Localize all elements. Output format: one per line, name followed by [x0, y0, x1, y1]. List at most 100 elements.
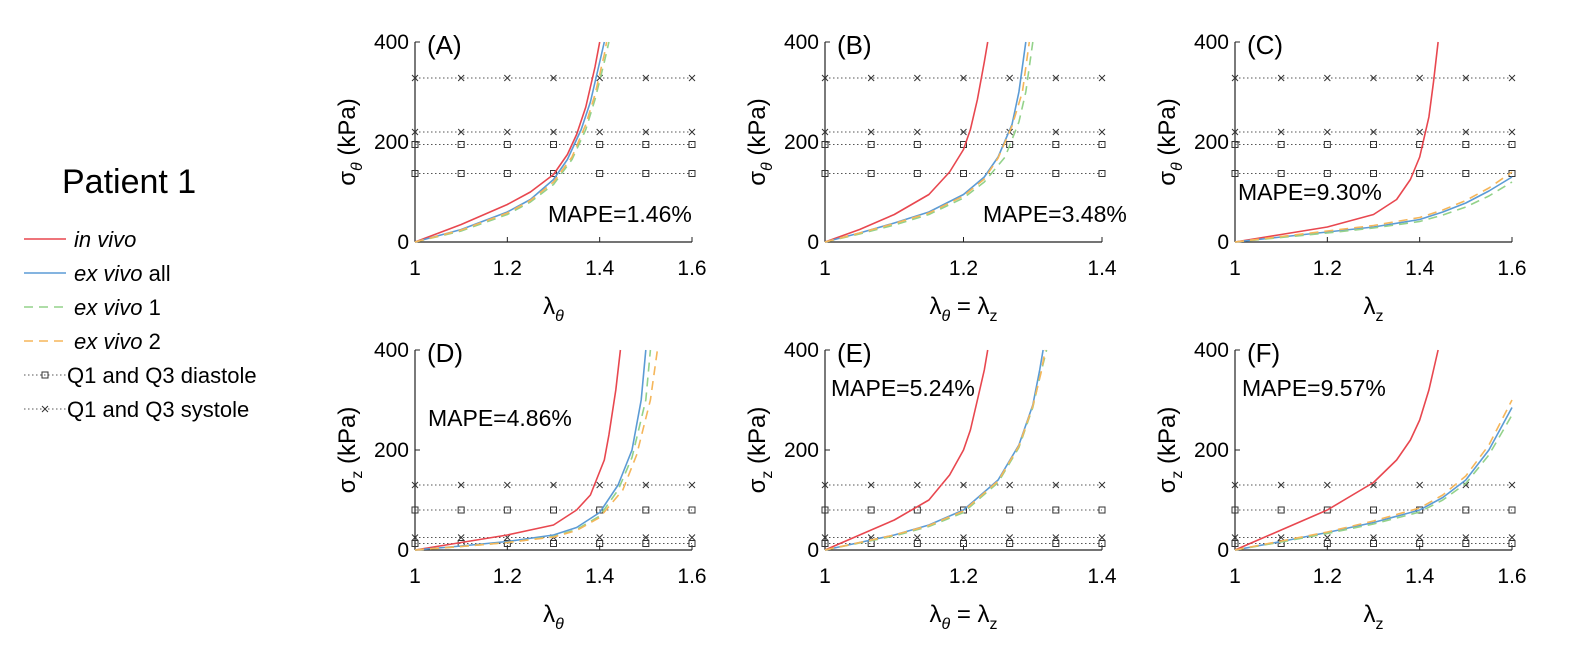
legend-label: in vivo — [74, 227, 136, 252]
systole-ref-marker — [550, 74, 557, 82]
diastole-ref-marker — [596, 170, 604, 177]
y-tick-label: 400 — [784, 339, 819, 362]
y-tick-label: 0 — [1217, 231, 1229, 254]
systole-ref-marker — [1416, 481, 1424, 489]
systole-ref-marker — [1231, 128, 1239, 136]
systole-ref-marker — [457, 74, 465, 82]
y-label-subscript: z — [349, 471, 366, 479]
x-tick-label: 1 — [819, 257, 831, 280]
diastole-ref-marker — [550, 540, 557, 547]
legend-entry-invivo: in vivo — [24, 227, 136, 252]
y-tick-label: 200 — [374, 131, 409, 154]
x-tick-label: 1 — [409, 565, 421, 588]
y-label-unit: (kPa) — [1154, 407, 1181, 471]
x-tick-label: 1.4 — [1087, 565, 1117, 588]
legend-label-italic: ex vivo — [74, 261, 142, 286]
chart-panel-3: 0 200 400 1 1.2 1.4 1.6 (C) MAPE=9.30% λz σθ (kPa) — [1154, 30, 1527, 325]
diastole-ref-marker — [550, 141, 557, 148]
legend-label-text: Q1 and Q3 systole — [67, 397, 249, 422]
x-tick-label: 1.4 — [1087, 257, 1117, 280]
diastole-ref-marker — [1052, 170, 1060, 177]
x-label-subscript: θ — [941, 308, 950, 325]
mape-annotation: MAPE=5.24% — [831, 375, 975, 401]
panel-label: (F) — [1247, 338, 1280, 368]
x-label-subscript: θ — [941, 616, 950, 633]
diastole-ref-marker — [1370, 506, 1377, 514]
systole-ref-marker — [1416, 128, 1424, 136]
diastole-ref-marker — [1006, 506, 1014, 514]
legend-entry-ex1: ex vivo 1 — [24, 295, 161, 320]
systole-ref-marker — [411, 481, 419, 489]
mape-annotation: MAPE=1.46% — [548, 201, 692, 227]
x-tick-label: 1.2 — [1313, 565, 1342, 588]
series-line-exall — [414, 349, 647, 551]
systole-ref-marker — [960, 128, 967, 136]
systole-ref-marker — [457, 128, 465, 136]
diastole-ref-marker — [503, 170, 511, 177]
x-tick-label: 1.4 — [1405, 565, 1435, 588]
systole-ref-marker — [1006, 74, 1014, 82]
diastole-ref-marker — [457, 506, 465, 514]
y-tick-label: 0 — [807, 231, 819, 254]
diastole-ref-marker — [1370, 141, 1377, 148]
series-line-ex1 — [414, 349, 652, 551]
systole-ref-marker — [457, 534, 465, 541]
y-axis-label: σθ (kPa) — [334, 98, 366, 186]
x-tick-label: 1.4 — [585, 257, 615, 280]
systole-ref-marker — [1508, 534, 1516, 541]
y-label-subscript: z — [759, 471, 776, 479]
systole-ref-marker — [1370, 74, 1377, 82]
diastole-ref-marker — [1277, 170, 1285, 177]
x-tick-label: 1.4 — [585, 565, 615, 588]
diastole-ref-marker — [913, 141, 921, 148]
x-tick-label: 1.2 — [949, 257, 978, 280]
systole-ref-marker — [960, 481, 967, 489]
y-label-unit: (kPa) — [744, 98, 771, 162]
diastole-ref-marker — [1052, 540, 1060, 547]
systole-ref-marker — [596, 481, 604, 489]
diastole-ref-marker — [1052, 506, 1060, 514]
diastole-ref-marker — [550, 170, 557, 177]
diastole-ref-marker — [1098, 540, 1106, 547]
diastole-ref-marker — [503, 506, 511, 514]
series-line-ex2 — [414, 41, 608, 243]
diastole-ref-marker — [688, 141, 696, 148]
systole-ref-marker — [1277, 534, 1285, 541]
y-label-symbol: σ — [1154, 171, 1181, 186]
x-axis-label: λz — [1364, 601, 1384, 633]
x-label-subscript-2: z — [990, 616, 998, 633]
systole-ref-marker — [550, 128, 557, 136]
x-label-subscript: z — [1376, 308, 1384, 325]
systole-ref-marker — [867, 481, 875, 489]
systole-ref-marker — [1098, 481, 1106, 489]
series-line-invivo — [1234, 41, 1439, 243]
diastole-ref-marker — [1462, 170, 1470, 177]
systole-ref-marker — [411, 128, 419, 136]
x-label-subscript: θ — [555, 616, 564, 633]
y-label-unit: (kPa) — [334, 407, 361, 471]
diastole-ref-marker — [913, 540, 921, 547]
systole-ref-marker — [457, 481, 465, 489]
diastole-ref-marker — [821, 141, 829, 148]
diastole-ref-marker — [1508, 540, 1516, 547]
y-tick-label: 200 — [1194, 131, 1229, 154]
diastole-ref-marker — [1323, 506, 1331, 514]
systole-ref-marker — [821, 481, 829, 489]
diastole-ref-marker — [867, 506, 875, 514]
systole-ref-marker — [642, 128, 650, 136]
diastole-ref-marker — [1098, 506, 1106, 514]
systole-ref-marker — [1508, 128, 1516, 136]
systole-ref-marker — [688, 74, 696, 82]
series-line-ex1 — [1234, 414, 1513, 551]
systole-ref-marker — [1052, 481, 1060, 489]
systole-ref-marker — [1508, 481, 1516, 489]
systole-ref-marker — [1462, 534, 1470, 541]
series-line-invivo — [824, 349, 989, 551]
systole-ref-marker — [1416, 74, 1424, 82]
systole-ref-marker — [1006, 534, 1014, 541]
diastole-ref-marker — [1052, 141, 1060, 148]
systole-ref-marker — [1462, 128, 1470, 136]
mape-annotation: MAPE=3.48% — [983, 201, 1127, 227]
